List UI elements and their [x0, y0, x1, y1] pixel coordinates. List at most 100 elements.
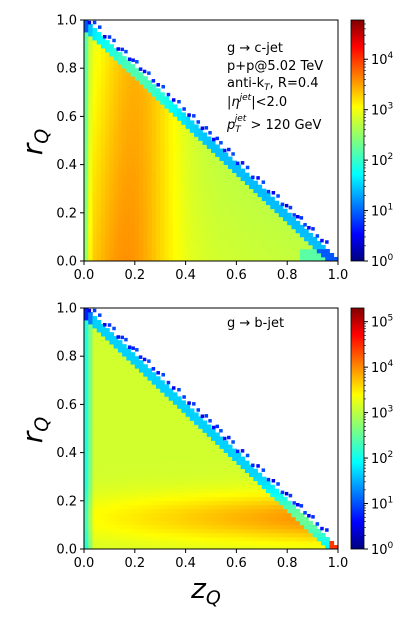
heatmap-cell — [240, 224, 246, 230]
heatmap-cell — [215, 508, 220, 514]
heatmap-cell — [236, 524, 241, 530]
heatmap-cell — [219, 248, 225, 254]
heatmap-cell — [134, 80, 140, 85]
heatmap-outlier — [320, 238, 324, 243]
heatmap-cell — [88, 188, 93, 194]
heatmap-cell — [211, 432, 216, 437]
heatmap-cell — [160, 412, 165, 417]
heatmap-cell — [147, 448, 153, 453]
heatmap-cell — [266, 508, 271, 514]
heatmap-cell — [189, 184, 195, 190]
heatmap-cell — [198, 544, 203, 549]
heatmap-cell — [227, 164, 233, 169]
heatmap-cell — [134, 412, 140, 417]
heatmap-cell — [270, 256, 275, 261]
heatmap-cell — [177, 516, 182, 522]
heatmap-cell — [194, 496, 199, 502]
heatmap-outlier — [276, 482, 280, 486]
heatmap-cell — [88, 116, 93, 121]
heatmap-cell — [130, 184, 136, 190]
heatmap-cell — [155, 124, 161, 129]
heatmap-cell — [130, 188, 136, 194]
heatmap-cell — [92, 52, 98, 57]
heatmap-cell — [232, 512, 237, 518]
heatmap-cell — [130, 116, 136, 121]
heatmap-cell — [100, 120, 106, 125]
heatmap-cell — [181, 452, 186, 457]
heatmap-cell — [100, 532, 106, 538]
heatmap-cell — [100, 356, 106, 361]
heatmap-cell — [253, 208, 258, 214]
heatmap-cell — [109, 192, 114, 198]
heatmap-cell — [92, 384, 98, 389]
heatmap-cell — [232, 180, 237, 186]
heatmap-cell — [211, 452, 216, 457]
heatmap-cell — [266, 528, 271, 534]
heatmap-cell — [109, 392, 114, 397]
heatmap-outlier — [124, 49, 128, 54]
heatmap-cell — [117, 496, 123, 502]
heatmap-cell — [92, 412, 98, 417]
heatmap-cell — [92, 376, 98, 381]
heatmap-cell — [117, 488, 123, 494]
heatmap-cell — [126, 424, 131, 429]
heatmap-cell — [130, 468, 136, 474]
heatmap-cell — [105, 200, 110, 206]
heatmap-cell — [299, 232, 305, 238]
heatmap-cell — [113, 424, 119, 429]
heatmap-cell — [151, 176, 157, 182]
heatmap-cell — [88, 216, 93, 222]
heatmap-cell — [88, 460, 93, 465]
heatmap-cell — [117, 148, 123, 153]
heatmap-cell — [211, 140, 216, 145]
heatmap-cell — [206, 172, 212, 177]
heatmap-cell — [151, 492, 157, 498]
heatmap-cell — [155, 136, 161, 141]
heatmap-cell — [105, 136, 110, 141]
x-ticks-top: 0.0 0.2 0.4 0.6 0.8 1.0 — [74, 261, 348, 283]
heatmap-cell — [316, 528, 322, 534]
heatmap-cell — [84, 456, 89, 461]
heatmap-cell — [100, 396, 106, 401]
heatmap-cell — [270, 508, 275, 514]
heatmap-cell — [232, 244, 237, 250]
heatmap-cell — [304, 528, 309, 534]
heatmap-cell — [236, 236, 241, 242]
heatmap-cell — [282, 516, 288, 522]
heatmap-cell — [126, 480, 131, 486]
heatmap-cell — [113, 380, 119, 385]
heatmap-cell — [88, 84, 93, 89]
heatmap-cell — [189, 464, 195, 470]
heatmap-cell — [211, 252, 216, 258]
heatmap-cell — [100, 212, 106, 218]
heatmap-cell — [126, 128, 131, 133]
heatmap-cell — [304, 252, 309, 258]
heatmap-cell — [117, 56, 123, 61]
heatmap-cell — [249, 500, 254, 506]
heatmap-cell — [215, 244, 220, 250]
heatmap-cell — [117, 452, 123, 457]
heatmap-cell — [160, 244, 165, 250]
heatmap-cell — [134, 108, 140, 113]
heatmap-cell — [117, 128, 123, 133]
heatmap-cell — [105, 428, 110, 433]
heatmap-cell — [151, 128, 157, 133]
heatmap-cell — [215, 248, 220, 254]
heatmap-cell — [105, 144, 110, 149]
heatmap-cell — [92, 456, 98, 461]
heatmap-cell — [105, 96, 110, 101]
heatmap-cell — [211, 164, 216, 169]
heatmap-cell — [236, 220, 241, 226]
heatmap-cell — [151, 240, 157, 246]
heatmap-cell — [185, 216, 191, 222]
heatmap-cell — [215, 228, 220, 234]
heatmap-cell — [227, 160, 233, 165]
heatmap-cell — [299, 248, 305, 254]
heatmap-cell — [100, 204, 106, 210]
heatmap-cell — [206, 216, 212, 222]
heatmap-cell — [274, 536, 280, 542]
heatmap-cell — [194, 188, 199, 194]
heatmap-cell — [168, 516, 174, 522]
heatmap-cell — [304, 536, 309, 542]
heatmap-cell — [105, 536, 110, 542]
